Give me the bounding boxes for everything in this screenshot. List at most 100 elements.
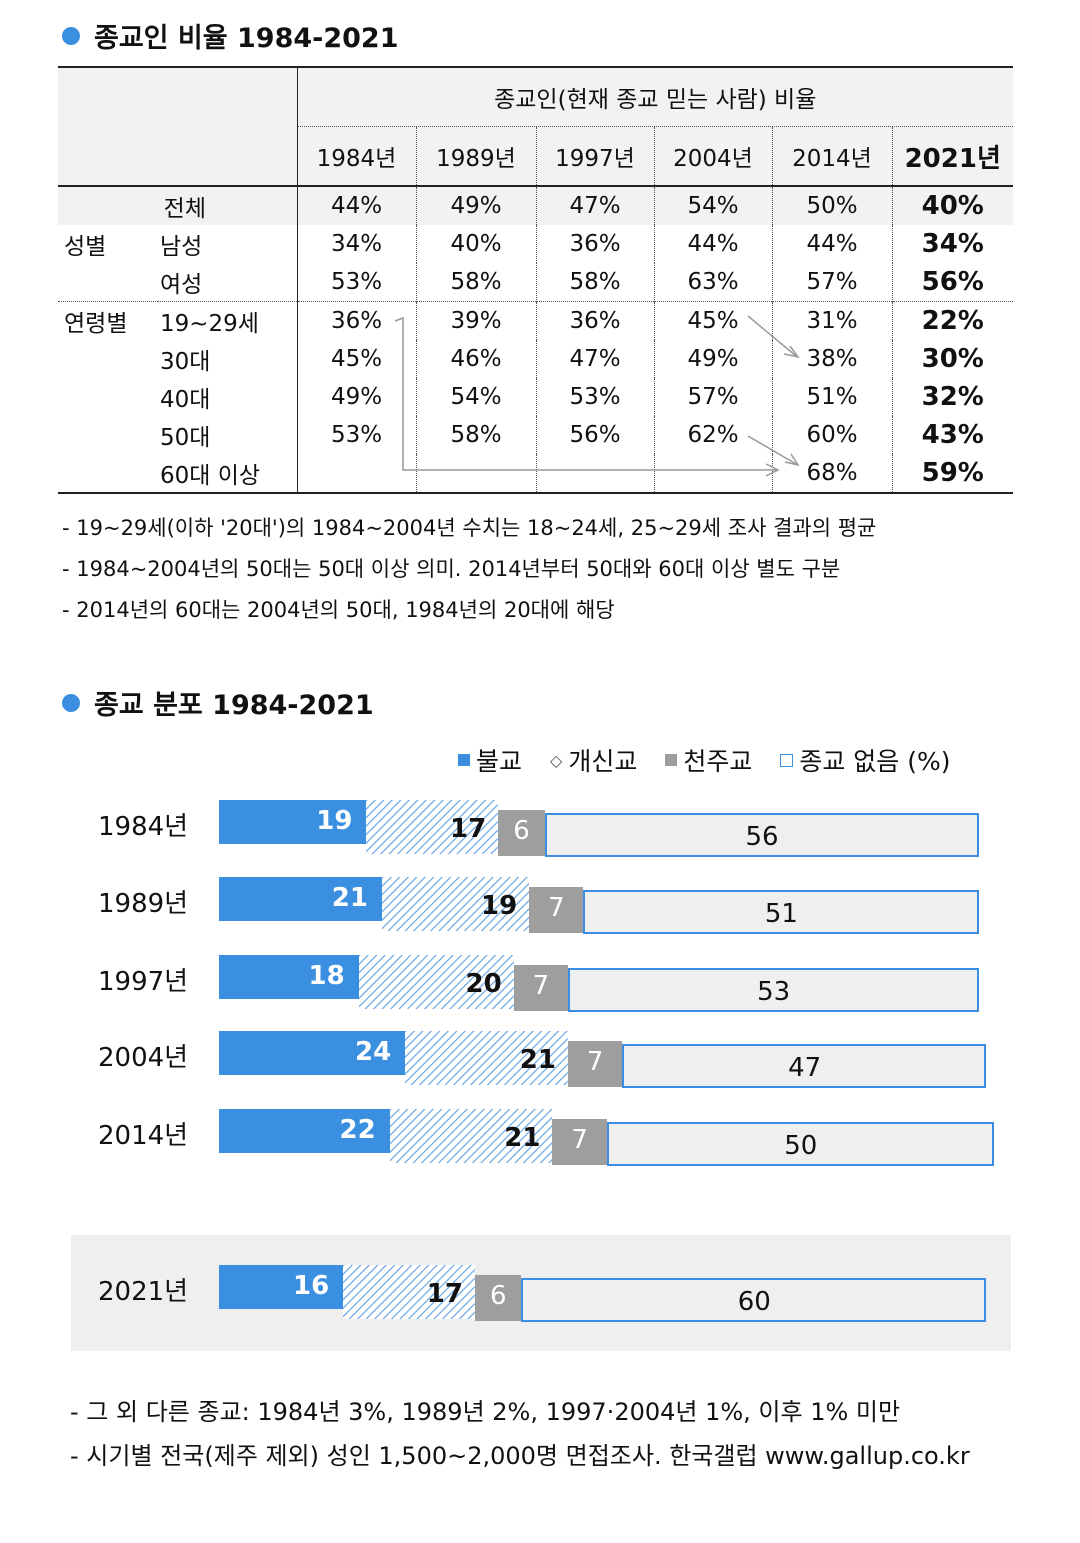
table-cell: 59%	[891, 454, 1013, 493]
table-cell: 44%	[771, 225, 892, 263]
table-row: 40대 49% 54% 53% 57% 51% 32%	[58, 378, 1013, 416]
row-label-total: 전체	[163, 196, 206, 222]
row-group	[58, 263, 158, 302]
table-cell	[415, 454, 536, 493]
bar-value-label: 56	[745, 822, 779, 852]
chart-section-title: 종교 분포 1984-2021	[62, 683, 374, 722]
legend-none: 종교 없음 (%)	[780, 742, 951, 778]
table-cell: 58%	[535, 263, 654, 302]
square-gray-icon	[665, 754, 678, 766]
chart-year-label: 2014년	[98, 1121, 189, 1151]
religion-ratio-table: 종교인(현재 종교 믿는 사람) 비율 1984년 1989년 1997년 2004년…	[58, 66, 1013, 494]
row-group: 전체	[58, 186, 206, 225]
square-filled-icon	[458, 754, 470, 766]
table-cell: 47%	[535, 340, 654, 378]
table-cell: 50%	[771, 186, 892, 225]
bar-buddhism-4	[219, 1109, 390, 1153]
table-cell: 63%	[653, 263, 772, 302]
year-header-2021년: 2021년	[891, 126, 1013, 186]
table-cell: 54%	[415, 378, 536, 416]
table-corner	[58, 67, 298, 127]
bar-buddhism-0	[219, 800, 367, 844]
bar-value-label: 47	[788, 1053, 822, 1083]
table-cell: 47%	[535, 186, 654, 225]
table-cell: 34%	[891, 225, 1013, 263]
row-label: 여성	[158, 263, 298, 302]
table-cell: 68%	[771, 454, 892, 493]
square-outline-icon	[780, 753, 794, 767]
bullet-dot-icon	[62, 693, 80, 712]
year-header-2004년: 2004년	[653, 126, 772, 186]
bar-protestant-0	[366, 800, 498, 854]
table-row: 60대 이상 68% 59%	[58, 454, 1013, 493]
table-cell: 54%	[653, 186, 772, 225]
bar-catholic-2	[513, 965, 568, 1011]
year-header-1997년: 1997년	[535, 126, 654, 186]
row-group	[58, 416, 158, 454]
bar-none-5	[521, 1278, 987, 1322]
table-cell: 40%	[891, 186, 1013, 225]
table-cell: 62%	[653, 416, 772, 454]
bar-value-label: 21	[504, 1123, 541, 1153]
bar-none-1	[583, 890, 979, 934]
table-cell: 56%	[891, 263, 1013, 302]
table-cell: 32%	[891, 378, 1013, 416]
bar-none-0	[544, 813, 979, 857]
bar-value-label: 6	[490, 1281, 507, 1311]
table-row: 전체 44% 49% 47% 54% 50% 40%	[58, 186, 1013, 225]
table-cell: 53%	[535, 378, 654, 416]
table-cell: 53%	[330, 269, 383, 295]
legend-buddhism: 불교	[458, 742, 522, 778]
bar-catholic-3	[567, 1041, 622, 1087]
chart-year-label: 2004년	[98, 1043, 189, 1073]
table-cell: 57%	[771, 263, 892, 302]
bar-value-label: 7	[586, 1047, 604, 1077]
bar-value-label: 16	[293, 1271, 330, 1301]
table-row: 30대 45% 46% 47% 49% 38% 30%	[58, 340, 1013, 378]
bar-protestant-5	[343, 1265, 475, 1319]
table-cell: 43%	[891, 416, 1013, 454]
table-cell: 36%	[297, 301, 416, 340]
bar-value-label: 21	[331, 883, 368, 913]
table-row: 성별 남성 34% 40% 36% 44% 44% 34%	[58, 225, 1013, 263]
bar-value-label: 51	[764, 899, 798, 929]
table-cell: 51%	[771, 378, 892, 416]
table-cell: 49%	[653, 340, 772, 378]
bar-protestant-1	[381, 877, 529, 931]
row-label	[158, 186, 298, 225]
row-group	[58, 454, 158, 493]
bar-value-label: 19	[481, 891, 518, 921]
row-label: 19~29세	[158, 301, 298, 340]
year-header-1984년: 1984년	[297, 126, 416, 186]
table-cell: 57%	[653, 378, 772, 416]
table-cell: 39%	[415, 301, 536, 340]
chart-year-label: 1984년	[98, 812, 189, 842]
bar-buddhism-5	[219, 1265, 343, 1309]
table-cell: 40%	[415, 225, 536, 263]
row-group	[58, 340, 158, 378]
table-section-title: 종교인 비율 1984-2021	[62, 16, 399, 55]
table-corner-lower	[58, 126, 298, 186]
table-cell	[653, 454, 772, 493]
table-cell: 60%	[771, 416, 892, 454]
bar-catholic-5	[474, 1275, 522, 1321]
table-cell: 46%	[415, 340, 536, 378]
bar-value-label: 6	[513, 816, 530, 846]
bar-value-label: 50	[784, 1131, 818, 1161]
table-cell: 22%	[891, 301, 1013, 340]
footnote-1: - 그 외 다른 종교: 1984년 3%, 1989년 2%, 1997·20…	[70, 1398, 901, 1426]
table-cell: 31%	[771, 301, 892, 340]
bar-protestant-3	[405, 1031, 568, 1085]
table-row: 연령별 19~29세 36% 39% 36% 45% 31% 22%	[58, 301, 1013, 340]
table-cell: 36%	[535, 301, 654, 340]
bar-value-label: 17	[426, 1279, 463, 1309]
legend-catholic: 천주교	[665, 742, 752, 778]
table-cell: 49%	[415, 186, 536, 225]
year-header-1989년: 1989년	[415, 126, 536, 186]
bar-value-label: 60	[737, 1287, 771, 1317]
bar-none-4	[606, 1122, 994, 1166]
bar-value-label: 21	[519, 1045, 556, 1075]
year-header-2014년: 2014년	[771, 126, 892, 186]
bar-value-label: 20	[465, 969, 502, 999]
chart-year-label: 1997년	[98, 967, 189, 997]
